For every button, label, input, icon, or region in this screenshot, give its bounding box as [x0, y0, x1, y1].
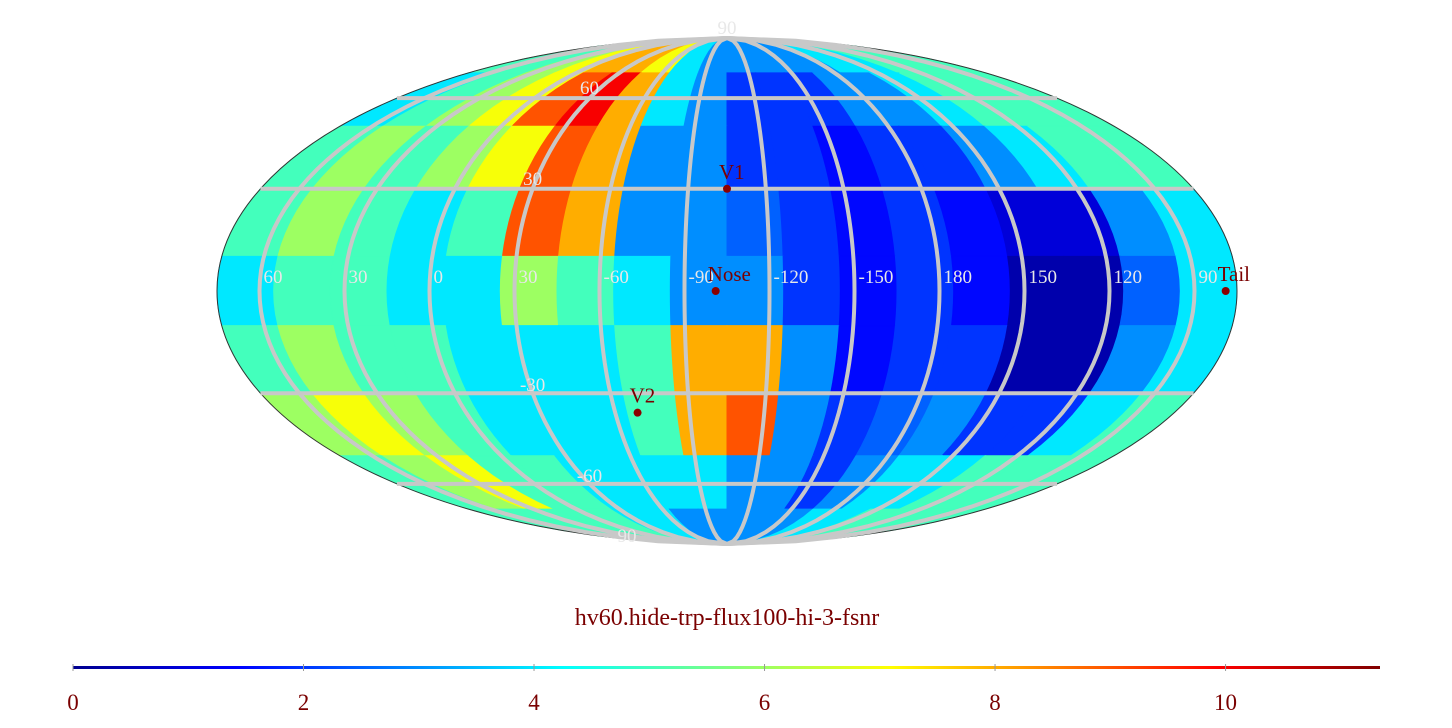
heat-cell	[726, 188, 784, 257]
lon-label: 60	[264, 267, 283, 288]
lon-label: 30	[349, 267, 368, 288]
heat-cell	[670, 188, 728, 257]
heat-cell	[726, 392, 780, 457]
lon-label: 30	[519, 267, 538, 288]
point-marker	[633, 408, 642, 417]
heat-cell	[558, 188, 624, 257]
lon-label: 0	[434, 267, 444, 288]
lat-label: 90	[718, 18, 737, 39]
lon-label: 180	[944, 267, 973, 288]
lat-label: 30	[523, 169, 542, 190]
colorbar-tick-label: 4	[528, 690, 540, 715]
point-label: Tail	[1218, 262, 1251, 286]
point-label: Nose	[708, 262, 751, 286]
heat-cell	[670, 325, 728, 394]
map-cells	[216, 37, 1238, 545]
lat-label: -60	[577, 466, 602, 487]
heat-cell	[614, 188, 676, 257]
heat-cell	[558, 325, 624, 394]
heat-cell	[273, 255, 335, 327]
lon-label: -60	[604, 267, 629, 288]
lon-label: -90	[689, 267, 714, 288]
colorbar-tick-label: 2	[298, 690, 310, 715]
graticule	[216, 36, 1238, 546]
lat-label: -30	[520, 375, 545, 396]
lon-label: 120	[1114, 267, 1143, 288]
lat-label: 90	[618, 526, 637, 547]
point-marker	[711, 287, 720, 295]
heat-cell	[778, 188, 840, 257]
labels: 60 30 0 30 -60 -90 -120 -150 180 150 120 90 90 60 30 -3…	[264, 18, 1251, 547]
point-label: V1	[719, 160, 745, 184]
point-marker	[1221, 287, 1230, 295]
heat-cell	[443, 255, 504, 327]
colorbar-tick-label: 6	[759, 690, 771, 715]
colorbar-tick-label: 8	[989, 690, 1001, 715]
colorbar-tick-label: 10	[1214, 690, 1237, 715]
colorbar-tick-label: 0	[67, 690, 79, 715]
lat-label: 60	[580, 78, 599, 99]
heat-cell	[674, 392, 728, 457]
point-marker	[723, 184, 731, 193]
colorbar	[73, 666, 1380, 669]
lon-label: -150	[859, 267, 894, 288]
heat-cell	[726, 325, 784, 394]
lon-label: 90	[1199, 267, 1218, 288]
chart-title: hv60.hide-trp-flux100-hi-3-fsnr	[575, 605, 880, 631]
heat-cell	[778, 325, 840, 394]
lon-label: 150	[1029, 267, 1058, 288]
point-label: V2	[630, 384, 656, 408]
lon-label: -120	[774, 267, 809, 288]
